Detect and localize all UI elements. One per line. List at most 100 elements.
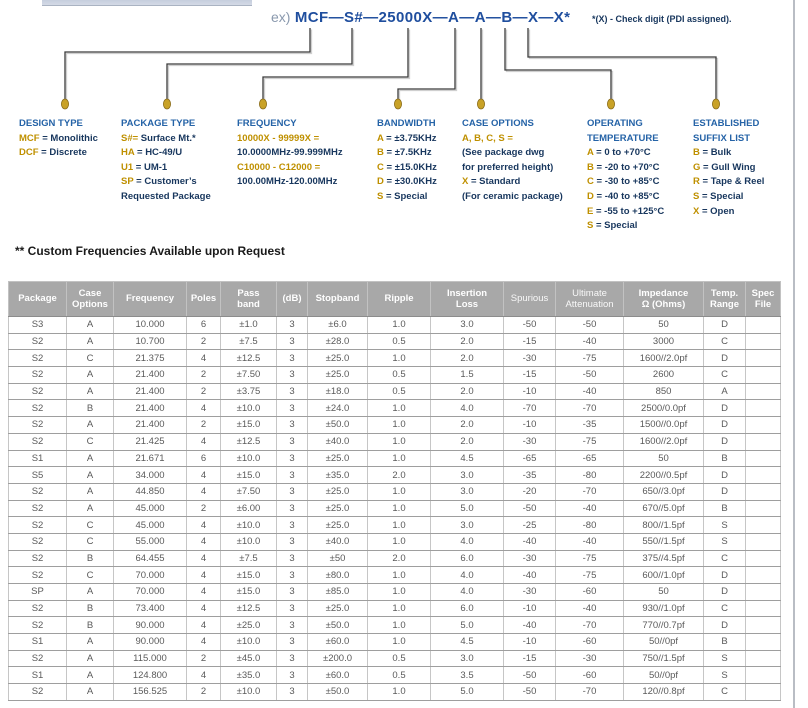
table-cell: SP: [8, 583, 67, 601]
table-cell: B: [703, 499, 746, 518]
table-cell: 3: [276, 616, 308, 635]
table-cell: ±12.5: [220, 349, 277, 368]
table-cell: S2: [8, 332, 67, 351]
table-cell: 1.0: [367, 633, 431, 651]
legend-item-code: U1: [121, 161, 134, 173]
table-cell: -15: [503, 366, 556, 384]
table-row: SP A 70.000 4 ±15.0 3 ±85.0 1.0 4.0 -30 -60 50 D: [8, 583, 781, 601]
table-cell: 70.000: [113, 583, 187, 601]
legend-item-code: C: [377, 161, 384, 173]
legend-item-text: = Special: [383, 190, 428, 202]
table-cell: ±25.0: [307, 449, 368, 468]
table-cell: 3: [276, 566, 308, 584]
table-cell: 3: [276, 666, 308, 685]
table-cell: 45.000: [113, 499, 187, 518]
table-cell: S2: [8, 382, 67, 401]
table-cell: B: [66, 599, 114, 618]
table-cell: ±25.0: [307, 516, 368, 534]
table-cell: -65: [555, 449, 624, 468]
dot-icon: [607, 98, 616, 110]
table-cell: 3: [276, 366, 308, 384]
table-cell: ±15.0: [220, 466, 277, 484]
table-cell: 3: [276, 599, 308, 618]
table-cell: ±25.0: [307, 482, 368, 501]
table-cell: A: [66, 449, 114, 468]
table-cell: 0.5: [367, 366, 431, 384]
table-cell: [745, 683, 781, 701]
legend-item-text: = Bulk: [699, 147, 732, 159]
table-cell: 3: [276, 549, 308, 568]
legend-item-code: G: [693, 161, 701, 173]
legend-item-code: S: [587, 220, 594, 232]
table-cell: 73.400: [113, 599, 187, 618]
legend-item-text: = Standard: [468, 176, 521, 188]
table-cell: S2: [8, 599, 67, 618]
table-row: S2 C 55.000 4 ±10.0 3 ±40.0 1.0 4.0 -40 -40 550//1.…: [8, 532, 781, 551]
legend-item-text: = Gull Wing: [700, 161, 756, 173]
table-cell: 0.5: [367, 332, 431, 351]
table-cell: 930//1.0pf: [623, 599, 704, 618]
table-cell: 50: [623, 316, 704, 334]
table-cell: 5.0: [430, 616, 504, 635]
legend-item: S = Special: [377, 190, 463, 205]
table-cell: A: [66, 382, 114, 401]
table-cell: ±3.75: [220, 382, 277, 401]
table-cell: ±10.0: [220, 633, 277, 651]
table-cell: S3: [8, 316, 67, 334]
part-number-example-row: ex) MCF—S#—25000X—A—A—B—X—X*: [271, 9, 570, 27]
table-cell: 21.400: [113, 416, 187, 434]
table-cell: S: [703, 516, 746, 534]
legend-item-code: C10000 - C12000 =: [237, 161, 321, 173]
legend-column-operating-temperature: OPERATING TEMPERATURE A = 0 to +70°C B = -2…: [587, 117, 691, 234]
legend-item-text: = -55 to +125°C: [593, 205, 665, 217]
table-cell: -40: [555, 382, 624, 401]
table-cell: -80: [555, 516, 624, 534]
legend-item: X = Open: [693, 205, 797, 220]
table-cell: C: [703, 683, 746, 701]
table-row: S1 A 124.800 4 ±35.0 3 ±60.0 0.5 3.5 -50 -60 50//0p…: [8, 666, 781, 685]
table-cell: 1.0: [367, 532, 431, 551]
table-cell: 1.0: [367, 449, 431, 468]
table-cell: 650//3.0pf: [623, 482, 704, 501]
table-cell: A: [66, 332, 114, 351]
table-cell: 2.0: [430, 416, 504, 434]
table-cell: ±12.5: [220, 432, 277, 451]
legend-item: 100.00MHz-120.00MHz: [237, 175, 373, 190]
table-cell: ±10.0: [220, 683, 277, 701]
legend-item: S = Special: [587, 219, 691, 234]
table-cell: ±10.0: [220, 399, 277, 418]
table-cell: [745, 316, 781, 334]
table-cell: 1.0: [367, 616, 431, 635]
legend-item-text: = Customer’s: [133, 176, 197, 188]
table-cell: D: [703, 416, 746, 434]
wire-design-type: [64, 28, 311, 99]
connector-dot-icons: [61, 98, 721, 110]
table-cell: D: [703, 316, 746, 334]
table-cell: 3: [276, 382, 308, 401]
table-cell: 4: [186, 583, 221, 601]
table-cell: S2: [8, 416, 67, 434]
legend-item: MCF = Monolithic: [19, 132, 117, 147]
table-cell: -75: [555, 349, 624, 368]
table-cell: ±18.0: [307, 382, 368, 401]
table-cell: ±35.0: [220, 666, 277, 685]
table-cell: ±6.00: [220, 499, 277, 518]
table-cell: A: [66, 683, 114, 701]
table-cell: 4: [186, 349, 221, 368]
table-cell: [745, 366, 781, 384]
legend-item: U1 = UM-1: [121, 161, 235, 176]
table-cell: S1: [8, 633, 67, 651]
table-cell: 5.0: [430, 683, 504, 701]
table-cell: 3.0: [430, 316, 504, 334]
legend-item: A = 0 to +70°C: [587, 146, 691, 161]
legend-item: R = Tape & Reel: [693, 175, 797, 190]
table-cell: -30: [503, 432, 556, 451]
table-cell: -75: [555, 566, 624, 584]
table-cell: 2: [186, 382, 221, 401]
table-cell: -40: [555, 499, 624, 518]
table-cell: 70.000: [113, 566, 187, 584]
table-row: S2 A 21.400 2 ±3.75 3 ±18.0 0.5 2.0 -10 -40 850 A: [8, 382, 781, 401]
legend-item-text: = HC-49/U: [134, 147, 183, 159]
table-cell: 2.0: [367, 466, 431, 484]
legend-column-design-type: DESIGN TYPE MCF = Monolithic DCF = Discret…: [19, 117, 117, 161]
